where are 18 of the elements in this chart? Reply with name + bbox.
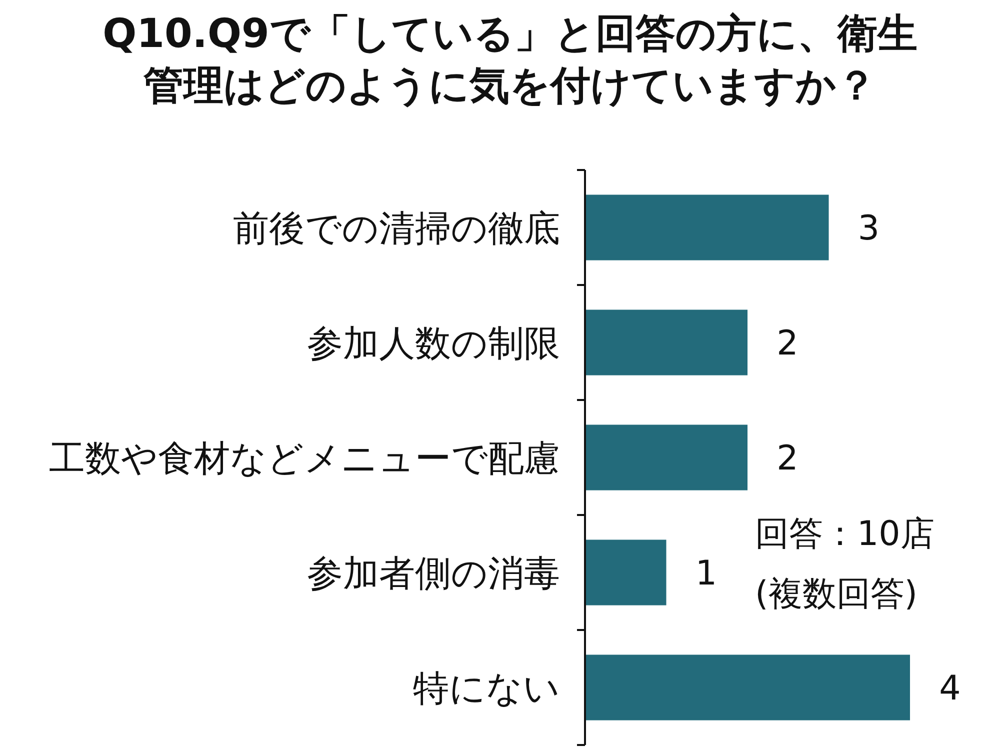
y-tick-label: 前後での清掃の徹底 xyxy=(233,208,560,250)
y-tick-label: 参加人数の制限 xyxy=(307,324,560,364)
y-tick-label: 参加者側の消毒 xyxy=(307,554,560,594)
y-tick-label: 特にない xyxy=(413,668,560,710)
data-label: 1 xyxy=(695,554,718,594)
annotation: (複数回答) xyxy=(755,574,918,614)
bar xyxy=(585,540,666,606)
bar xyxy=(585,424,748,490)
data-label: 3 xyxy=(858,208,880,248)
bar xyxy=(585,194,829,260)
bar xyxy=(585,310,748,376)
data-label: 4 xyxy=(939,668,961,708)
data-label: 2 xyxy=(776,438,798,478)
annotation: 回答：10店 xyxy=(755,514,934,554)
chart-title: Q10.Q9で「している」と回答の方に、衛生管理はどのように気を付けていますか？ xyxy=(102,10,918,111)
bar xyxy=(585,654,910,720)
data-label: 2 xyxy=(776,324,798,364)
y-tick-label: 工数や食材などメニューで配慮 xyxy=(49,438,560,480)
